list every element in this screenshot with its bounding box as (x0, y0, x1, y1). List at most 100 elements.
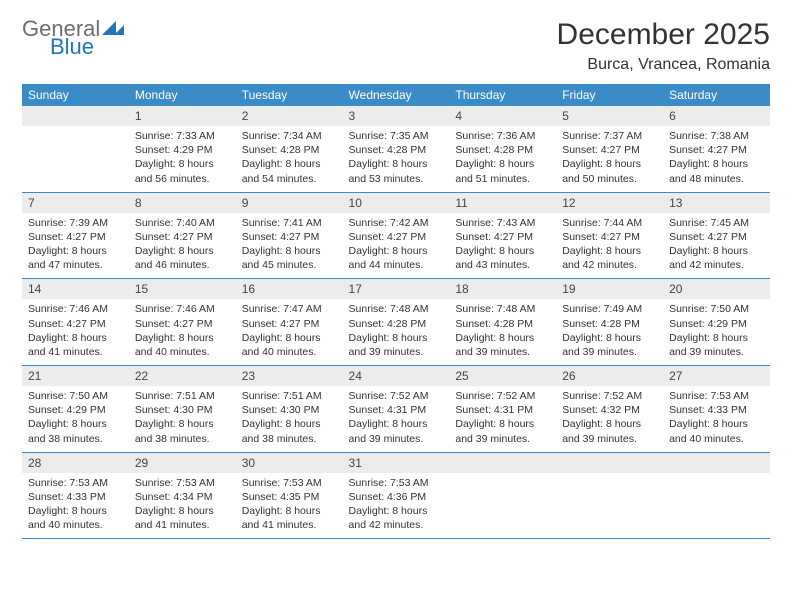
month-title: December 2025 (557, 18, 770, 52)
calendar-cell: 28Sunrise: 7:53 AMSunset: 4:33 PMDayligh… (22, 452, 129, 539)
day-number: 29 (129, 453, 236, 473)
day-number (449, 453, 556, 473)
sunrise-text: Sunrise: 7:52 AM (349, 389, 444, 403)
sunset-text: Sunset: 4:30 PM (242, 403, 337, 417)
calendar-cell: 26Sunrise: 7:52 AMSunset: 4:32 PMDayligh… (556, 366, 663, 453)
day-details: Sunrise: 7:34 AMSunset: 4:28 PMDaylight:… (236, 126, 343, 192)
calendar-cell: 25Sunrise: 7:52 AMSunset: 4:31 PMDayligh… (449, 366, 556, 453)
day-details: Sunrise: 7:49 AMSunset: 4:28 PMDaylight:… (556, 299, 663, 365)
calendar-cell: 23Sunrise: 7:51 AMSunset: 4:30 PMDayligh… (236, 366, 343, 453)
sunset-text: Sunset: 4:27 PM (349, 230, 444, 244)
sunset-text: Sunset: 4:36 PM (349, 490, 444, 504)
sunrise-text: Sunrise: 7:51 AM (135, 389, 230, 403)
daylight-text: Daylight: 8 hours and 39 minutes. (349, 331, 444, 359)
calendar-cell (22, 106, 129, 192)
day-details: Sunrise: 7:52 AMSunset: 4:32 PMDaylight:… (556, 386, 663, 452)
calendar-table: Sunday Monday Tuesday Wednesday Thursday… (22, 84, 770, 539)
day-number (22, 106, 129, 126)
sunset-text: Sunset: 4:27 PM (562, 230, 657, 244)
sunrise-text: Sunrise: 7:53 AM (349, 476, 444, 490)
day-number: 4 (449, 106, 556, 126)
calendar-cell: 1Sunrise: 7:33 AMSunset: 4:29 PMDaylight… (129, 106, 236, 192)
calendar-cell (449, 452, 556, 539)
day-details: Sunrise: 7:53 AMSunset: 4:33 PMDaylight:… (663, 386, 770, 452)
day-number: 14 (22, 279, 129, 299)
day-details: Sunrise: 7:46 AMSunset: 4:27 PMDaylight:… (129, 299, 236, 365)
sunset-text: Sunset: 4:27 PM (562, 143, 657, 157)
calendar-cell (556, 452, 663, 539)
sunrise-text: Sunrise: 7:49 AM (562, 302, 657, 316)
sunset-text: Sunset: 4:28 PM (242, 143, 337, 157)
calendar-cell: 18Sunrise: 7:48 AMSunset: 4:28 PMDayligh… (449, 279, 556, 366)
daylight-text: Daylight: 8 hours and 47 minutes. (28, 244, 123, 272)
calendar-cell: 5Sunrise: 7:37 AMSunset: 4:27 PMDaylight… (556, 106, 663, 192)
day-number: 17 (343, 279, 450, 299)
sunrise-text: Sunrise: 7:39 AM (28, 216, 123, 230)
sunset-text: Sunset: 4:31 PM (349, 403, 444, 417)
day-number: 27 (663, 366, 770, 386)
day-number: 9 (236, 193, 343, 213)
day-details (449, 473, 556, 482)
calendar-cell: 14Sunrise: 7:46 AMSunset: 4:27 PMDayligh… (22, 279, 129, 366)
day-details: Sunrise: 7:47 AMSunset: 4:27 PMDaylight:… (236, 299, 343, 365)
daylight-text: Daylight: 8 hours and 45 minutes. (242, 244, 337, 272)
sunrise-text: Sunrise: 7:34 AM (242, 129, 337, 143)
sunrise-text: Sunrise: 7:52 AM (455, 389, 550, 403)
sunrise-text: Sunrise: 7:35 AM (349, 129, 444, 143)
daylight-text: Daylight: 8 hours and 38 minutes. (135, 417, 230, 445)
sunrise-text: Sunrise: 7:41 AM (242, 216, 337, 230)
day-details: Sunrise: 7:35 AMSunset: 4:28 PMDaylight:… (343, 126, 450, 192)
sunrise-text: Sunrise: 7:50 AM (28, 389, 123, 403)
calendar-row: 28Sunrise: 7:53 AMSunset: 4:33 PMDayligh… (22, 452, 770, 539)
day-number: 22 (129, 366, 236, 386)
daylight-text: Daylight: 8 hours and 46 minutes. (135, 244, 230, 272)
day-number: 1 (129, 106, 236, 126)
daylight-text: Daylight: 8 hours and 42 minutes. (669, 244, 764, 272)
day-details (663, 473, 770, 482)
daylight-text: Daylight: 8 hours and 38 minutes. (242, 417, 337, 445)
daylight-text: Daylight: 8 hours and 40 minutes. (669, 417, 764, 445)
day-details: Sunrise: 7:52 AMSunset: 4:31 PMDaylight:… (343, 386, 450, 452)
sunset-text: Sunset: 4:28 PM (349, 317, 444, 331)
daylight-text: Daylight: 8 hours and 40 minutes. (135, 331, 230, 359)
title-block: December 2025 Burca, Vrancea, Romania (557, 18, 770, 74)
daylight-text: Daylight: 8 hours and 39 minutes. (455, 417, 550, 445)
day-number: 28 (22, 453, 129, 473)
sunset-text: Sunset: 4:28 PM (562, 317, 657, 331)
day-details: Sunrise: 7:44 AMSunset: 4:27 PMDaylight:… (556, 213, 663, 279)
calendar-row: 7Sunrise: 7:39 AMSunset: 4:27 PMDaylight… (22, 192, 770, 279)
calendar-cell: 4Sunrise: 7:36 AMSunset: 4:28 PMDaylight… (449, 106, 556, 192)
day-number (663, 453, 770, 473)
sunrise-text: Sunrise: 7:53 AM (135, 476, 230, 490)
sunset-text: Sunset: 4:27 PM (135, 317, 230, 331)
sunset-text: Sunset: 4:33 PM (28, 490, 123, 504)
sunrise-text: Sunrise: 7:40 AM (135, 216, 230, 230)
day-number: 15 (129, 279, 236, 299)
calendar-cell: 19Sunrise: 7:49 AMSunset: 4:28 PMDayligh… (556, 279, 663, 366)
day-number: 7 (22, 193, 129, 213)
logo: General Blue (22, 18, 124, 58)
day-details: Sunrise: 7:33 AMSunset: 4:29 PMDaylight:… (129, 126, 236, 192)
sunrise-text: Sunrise: 7:42 AM (349, 216, 444, 230)
sunset-text: Sunset: 4:28 PM (349, 143, 444, 157)
day-details: Sunrise: 7:43 AMSunset: 4:27 PMDaylight:… (449, 213, 556, 279)
day-number: 19 (556, 279, 663, 299)
daylight-text: Daylight: 8 hours and 44 minutes. (349, 244, 444, 272)
day-number: 11 (449, 193, 556, 213)
daylight-text: Daylight: 8 hours and 51 minutes. (455, 157, 550, 185)
day-details: Sunrise: 7:37 AMSunset: 4:27 PMDaylight:… (556, 126, 663, 192)
calendar-cell: 2Sunrise: 7:34 AMSunset: 4:28 PMDaylight… (236, 106, 343, 192)
day-details: Sunrise: 7:39 AMSunset: 4:27 PMDaylight:… (22, 213, 129, 279)
weekday-sunday: Sunday (22, 84, 129, 106)
daylight-text: Daylight: 8 hours and 39 minutes. (349, 417, 444, 445)
sunset-text: Sunset: 4:27 PM (669, 143, 764, 157)
day-number: 23 (236, 366, 343, 386)
calendar-cell: 24Sunrise: 7:52 AMSunset: 4:31 PMDayligh… (343, 366, 450, 453)
sunrise-text: Sunrise: 7:45 AM (669, 216, 764, 230)
calendar-cell: 22 Sunrise: 7:51 AMSunset: 4:30 PMDayligh… (129, 366, 236, 453)
sunset-text: Sunset: 4:28 PM (455, 143, 550, 157)
day-number: 6 (663, 106, 770, 126)
daylight-text: Daylight: 8 hours and 40 minutes. (242, 331, 337, 359)
sunset-text: Sunset: 4:30 PM (135, 403, 230, 417)
sunrise-text: Sunrise: 7:46 AM (135, 302, 230, 316)
